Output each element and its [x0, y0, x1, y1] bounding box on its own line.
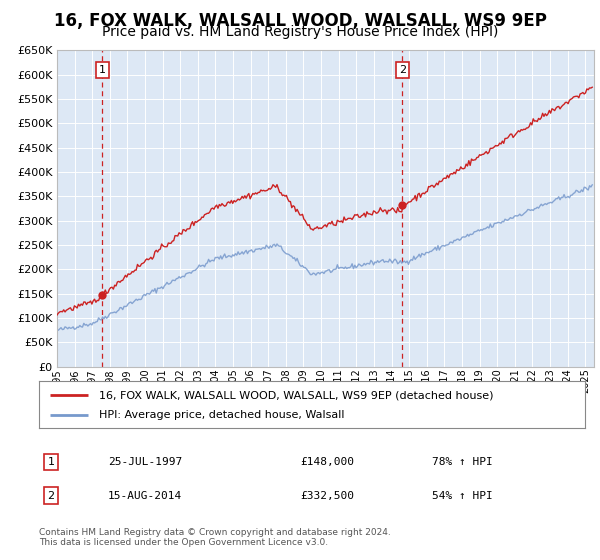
Text: 1: 1 [99, 65, 106, 75]
Text: 2: 2 [47, 491, 55, 501]
Text: 1: 1 [47, 457, 55, 467]
Text: HPI: Average price, detached house, Walsall: HPI: Average price, detached house, Wals… [99, 410, 344, 420]
Text: 25-JUL-1997: 25-JUL-1997 [108, 457, 182, 467]
Text: Price paid vs. HM Land Registry's House Price Index (HPI): Price paid vs. HM Land Registry's House … [102, 25, 498, 39]
Text: 16, FOX WALK, WALSALL WOOD, WALSALL, WS9 9EP (detached house): 16, FOX WALK, WALSALL WOOD, WALSALL, WS9… [99, 390, 494, 400]
Text: 15-AUG-2014: 15-AUG-2014 [108, 491, 182, 501]
Text: 2: 2 [399, 65, 406, 75]
Text: 16, FOX WALK, WALSALL WOOD, WALSALL, WS9 9EP: 16, FOX WALK, WALSALL WOOD, WALSALL, WS9… [53, 12, 547, 30]
Text: 78% ↑ HPI: 78% ↑ HPI [432, 457, 493, 467]
Text: £148,000: £148,000 [300, 457, 354, 467]
Text: Contains HM Land Registry data © Crown copyright and database right 2024.
This d: Contains HM Land Registry data © Crown c… [39, 528, 391, 547]
Text: £332,500: £332,500 [300, 491, 354, 501]
Text: 54% ↑ HPI: 54% ↑ HPI [432, 491, 493, 501]
